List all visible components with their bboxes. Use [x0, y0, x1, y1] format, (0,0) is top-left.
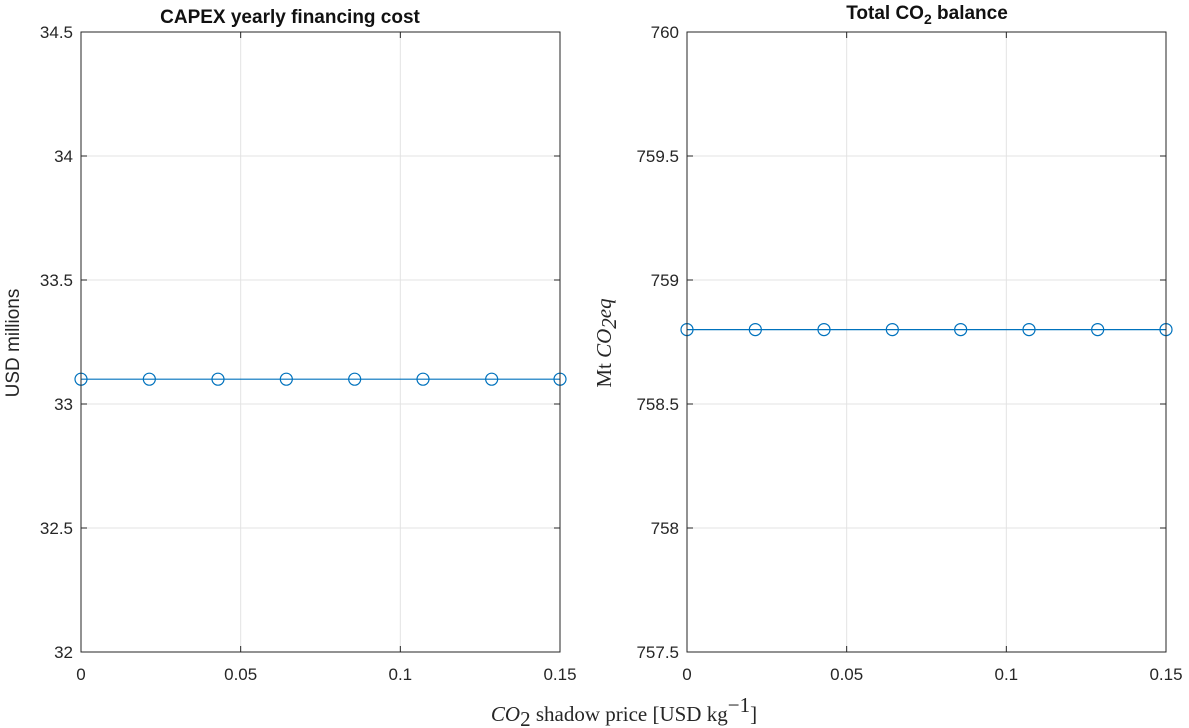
- left-chart-axes-box: [80, 31, 561, 653]
- x-tick-label: 0.15: [543, 665, 576, 684]
- right-chart-y-axis-label-symbol: CO: [592, 329, 616, 358]
- y-tick-label: 32: [54, 643, 73, 662]
- right-data-point-marker: [1022, 323, 1036, 337]
- right-chart-y-tick-labels: 757.5 758 758.5 759 759.5 760: [636, 23, 679, 662]
- left-chart-x-tick-labels: 0 0.05 0.1 0.15: [76, 665, 576, 684]
- right-data-point-marker: [817, 323, 831, 337]
- right-chart-y-axis-label: Mt CO2eq: [592, 298, 621, 388]
- right-chart-title-post: balance: [932, 3, 1008, 24]
- right-chart-axes-box: [686, 31, 1167, 653]
- right-chart-panel: 0 0.05 0.1 0.15 757.5 758 758.5 759 759.…: [592, 3, 1183, 684]
- y-tick-label: 760: [651, 23, 679, 42]
- left-data-point-marker: [211, 372, 225, 386]
- y-tick-label: 34.5: [40, 23, 73, 42]
- right-data-point-marker: [748, 323, 762, 337]
- left-data-point-marker: [416, 372, 430, 386]
- x-axis-label-superscript: −1: [728, 693, 750, 717]
- right-chart-title-pre: Total CO: [846, 3, 924, 24]
- x-tick-label: 0: [76, 665, 85, 684]
- left-data-point-marker: [142, 372, 156, 386]
- left-chart-y-axis-label: USD millions: [3, 289, 24, 398]
- right-data-point-marker: [885, 323, 899, 337]
- right-chart-series: [680, 323, 1173, 337]
- x-tick-label: 0.05: [830, 665, 863, 684]
- right-chart-title: Total CO2 balance: [846, 3, 1008, 27]
- x-tick-label: 0.05: [224, 665, 257, 684]
- right-chart-ticks: [686, 31, 1167, 653]
- x-tick-label: 0: [682, 665, 691, 684]
- y-tick-label: 32.5: [40, 519, 73, 538]
- left-chart-grid: [80, 31, 561, 653]
- right-chart-y-axis-label-unit: Mt: [592, 358, 616, 388]
- x-axis-label: CO2 shadow price [USD kg−1]: [491, 693, 757, 728]
- x-axis-label-close: ]: [750, 702, 757, 726]
- y-tick-label: 757.5: [636, 643, 679, 662]
- left-data-point-marker: [485, 372, 499, 386]
- x-axis-label-symbol: CO: [491, 702, 520, 726]
- y-tick-label: 34: [54, 147, 73, 166]
- y-tick-label: 33: [54, 395, 73, 414]
- left-chart-y-tick-labels: 32 32.5 33 33.5 34 34.5: [40, 23, 73, 662]
- y-tick-label: 33.5: [40, 271, 73, 290]
- y-tick-label: 759: [651, 271, 679, 290]
- x-tick-label: 0.1: [389, 665, 413, 684]
- left-data-point-marker: [279, 372, 293, 386]
- left-chart-panel: 0 0.05 0.1 0.15 32 32.5 33 33.5 34 34.5 …: [3, 7, 577, 684]
- left-data-point-marker: [348, 372, 362, 386]
- x-axis-label-subscript: 2: [520, 707, 531, 728]
- left-chart-title: CAPEX yearly financing cost: [160, 7, 420, 28]
- y-tick-label: 758: [651, 519, 679, 538]
- left-chart-series: [74, 372, 567, 386]
- x-tick-label: 0.15: [1149, 665, 1182, 684]
- right-data-point-marker: [954, 323, 968, 337]
- right-chart-y-axis-label-suffix: eq: [592, 298, 616, 318]
- right-chart-grid: [686, 31, 1167, 653]
- left-chart-ticks: [80, 31, 561, 653]
- y-tick-label: 758.5: [636, 395, 679, 414]
- x-tick-label: 0.1: [995, 665, 1019, 684]
- right-chart-title-subscript: 2: [924, 11, 932, 27]
- right-data-point-marker: [1091, 323, 1105, 337]
- right-chart-y-axis-label-subscript: 2: [597, 318, 621, 329]
- y-tick-label: 759.5: [636, 147, 679, 166]
- x-axis-label-text: shadow price [USD kg: [531, 702, 729, 726]
- right-chart-x-tick-labels: 0 0.05 0.1 0.15: [682, 665, 1182, 684]
